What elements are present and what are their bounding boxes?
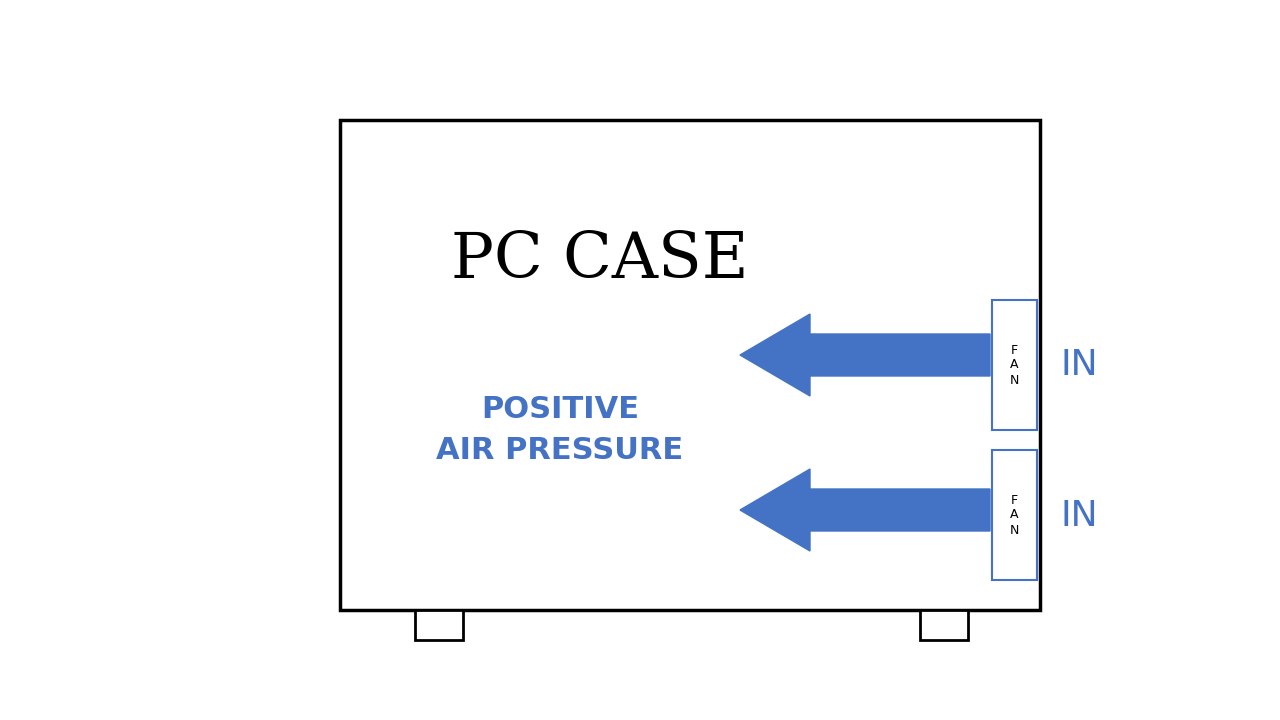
Bar — [992, 450, 1037, 580]
FancyArrow shape — [740, 314, 989, 396]
Bar — [415, 610, 463, 640]
Text: F
A
N: F A N — [1010, 343, 1019, 387]
Bar — [340, 120, 1039, 610]
Text: IN: IN — [1060, 348, 1098, 382]
Text: PC CASE: PC CASE — [452, 230, 749, 291]
Bar — [920, 610, 968, 640]
Bar — [992, 300, 1037, 430]
Text: POSITIVE
AIR PRESSURE: POSITIVE AIR PRESSURE — [436, 395, 684, 464]
Text: F
A
N: F A N — [1010, 493, 1019, 536]
Text: IN: IN — [1060, 499, 1098, 533]
FancyArrow shape — [740, 469, 989, 551]
